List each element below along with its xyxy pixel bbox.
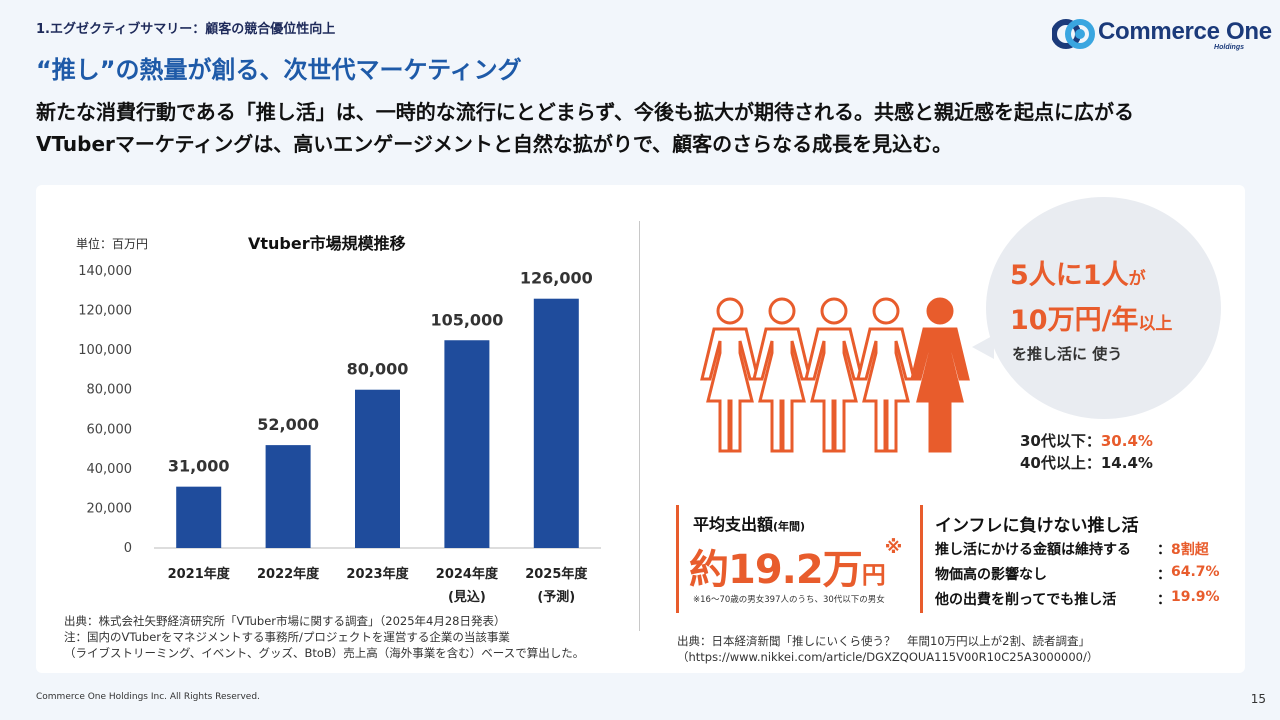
- age-stat-row-2: 40代以上：14.4%: [1020, 454, 1153, 472]
- bar-value-label: 52,000: [257, 415, 319, 434]
- inflation-row: 他の出費を削ってでも推し活： 19.9%: [935, 589, 1220, 608]
- bar: [355, 389, 400, 548]
- bar: [444, 340, 490, 548]
- copyright: Commerce One Holdings Inc. All Rights Re…: [36, 692, 260, 702]
- age-stat-row-1: 30代以下：30.4%: [1020, 432, 1153, 450]
- person-filled-icon: [910, 297, 970, 453]
- bubble-line-2: 10万円/年以上: [1010, 305, 1173, 336]
- speech-bubble-tail: [972, 335, 994, 359]
- bar-value-label: 105,000: [430, 310, 503, 329]
- bar-value-label: 80,000: [347, 360, 409, 379]
- x-tick-label: 2023年度: [346, 566, 409, 582]
- age-stats: 30代以下：30.4% 40代以上：14.4%: [1020, 430, 1153, 474]
- average-spend-value: 約19.2万円※: [689, 537, 902, 593]
- company-logo: Commerce One Holdings: [1052, 14, 1272, 56]
- inflation-box: インフレに負けない推し活 推し活にかける金額は維持する： 8割超 物価高の影響なし…: [920, 505, 1230, 613]
- survey-source: 出典：日本経済新聞「推しにいくら使う？ 年間10万円以上が2割、読者調査」 （h…: [677, 633, 1098, 665]
- y-tick-label: 20,000: [87, 501, 133, 516]
- y-tick-label: 0: [124, 541, 132, 556]
- person-outline-icon: [856, 297, 916, 453]
- lead-text: 新たな消費行動である「推し活」は、一時的な流行にとどまらず、今後も拡大が期待され…: [36, 96, 1266, 160]
- average-spend-note: ※16～70歳の男女397人のうち、30代以下の男女: [693, 595, 885, 605]
- bar-chart: 0 20,000 40,000 60,000 80,000 100,000 120,000 1…: [78, 264, 601, 605]
- y-tick-label: 140,000: [78, 264, 132, 279]
- lead-line-1: 新たな消費行動である「推し活」は、一時的な流行にとどまらず、今後も拡大が期待され…: [36, 100, 1134, 124]
- x-tick-sublabel: (見込): [448, 589, 486, 605]
- x-tick-label: 2024年度: [436, 566, 499, 582]
- y-tick-label: 120,000: [78, 304, 132, 319]
- y-tick-label: 100,000: [78, 343, 132, 358]
- bar: [176, 486, 222, 548]
- page-number: 15: [1250, 692, 1266, 706]
- average-spend-label: 平均支出額(年間): [693, 515, 806, 534]
- bar: [265, 445, 311, 548]
- y-tick-label: 80,000: [87, 383, 133, 398]
- bar-value-label: 126,000: [520, 269, 593, 288]
- page-title: “推し”の熱量が創る、次世代マーケティング: [36, 56, 522, 84]
- speech-bubble: [986, 197, 1221, 419]
- x-tick-sublabel: (予測): [537, 589, 575, 605]
- section-label: 1.エグゼクティブサマリー：顧客の競合優位性向上: [36, 22, 336, 37]
- bar: [533, 298, 579, 548]
- panel-divider: [639, 221, 640, 631]
- x-tick-label: 2022年度: [257, 566, 320, 582]
- chart-unit-label: 単位：百万円: [76, 237, 149, 251]
- chart-source-line-3: （ライブストリーミング、イベント、グッズ、BtoB）売上高（海外事業を含む）ベー…: [64, 646, 585, 660]
- person-outline-icon: [700, 297, 760, 453]
- y-tick-label: 60,000: [87, 422, 133, 437]
- survey-source-line-1: 出典：日本経済新聞「推しにいくら使う？ 年間10万円以上が2割、読者調査」: [677, 634, 1090, 648]
- person-outline-icon: [752, 297, 812, 453]
- content-panel: 単位：百万円 Vtuber市場規模推移 0 20,000 40,000 60,000 8…: [36, 185, 1245, 673]
- x-tick-label: 2025年度: [525, 566, 588, 582]
- lead-line-2: VTuberマーケティングは、高いエンゲージメントと自然な拡がりで、顧客のさらな…: [36, 132, 953, 156]
- average-spend-box: 平均支出額(年間) 約19.2万円※ ※16～70歳の男女397人のうち、30代…: [676, 505, 920, 613]
- logo-text: Commerce One: [1098, 18, 1272, 45]
- inflation-row: 推し活にかける金額は維持する： 8割超: [935, 542, 1209, 558]
- inflation-title: インフレに負けない推し活: [935, 516, 1139, 536]
- chart-title: Vtuber市場規模推移: [248, 234, 406, 253]
- bubble-line-1: 5人に1人が: [1010, 260, 1146, 291]
- bar-value-label: 31,000: [168, 457, 230, 476]
- chart-source-line-1: 出典：株式会社矢野経済研究所「VTuber市場に関する調査」（2025年4月28…: [64, 614, 506, 628]
- y-tick-label: 40,000: [87, 462, 133, 477]
- logo-mark-icon: [1052, 19, 1095, 49]
- inflation-row: 物価高の影響なし： 64.7%: [935, 564, 1220, 583]
- chart-source: 出典：株式会社矢野経済研究所「VTuber市場に関する調査」（2025年4月28…: [64, 613, 584, 661]
- survey-source-line-2: （https://www.nikkei.com/article/DGXZQOUA…: [677, 650, 1099, 664]
- chart-source-line-2: 注：国内のVTuberをマネジメントする事務所/プロジェクトを運営する企業の当該…: [64, 630, 510, 644]
- x-tick-label: 2021年度: [168, 566, 231, 582]
- people-icon-group: [700, 297, 970, 453]
- bubble-line-3: を推し活に 使う: [1012, 345, 1123, 363]
- logo-subtext: Holdings: [1214, 44, 1244, 51]
- person-outline-icon: [804, 297, 864, 453]
